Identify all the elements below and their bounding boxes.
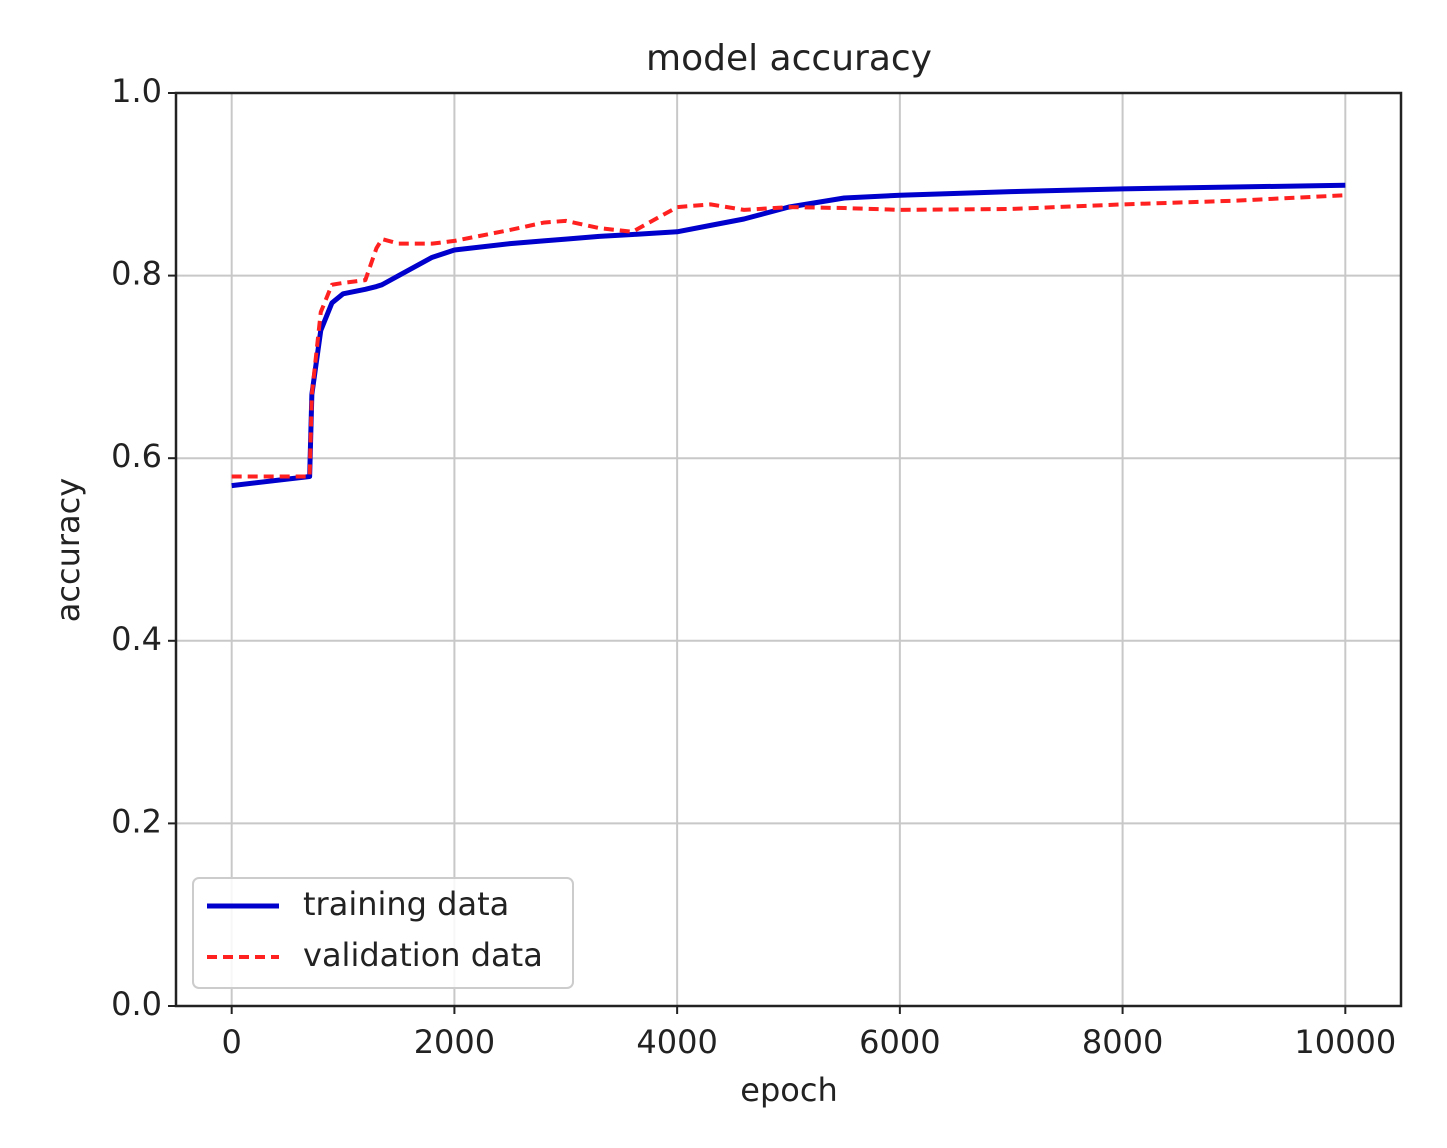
y-tick-label: 0.6 [111, 437, 162, 475]
x-tick-label: 6000 [859, 1023, 940, 1061]
y-tick-label: 0.2 [111, 802, 162, 840]
y-tick-label: 0.4 [111, 620, 162, 658]
x-axis-label: epoch [740, 1071, 837, 1109]
legend-box [192, 877, 574, 989]
x-tick-label: 8000 [1082, 1023, 1163, 1061]
plot-frame [174, 91, 1403, 1008]
data-line [231, 182, 1346, 489]
legend-label: validation data [303, 936, 543, 974]
x-tick-label: 10000 [1294, 1023, 1396, 1061]
chart-title: model accuracy [646, 38, 932, 79]
y-axis-label: accuracy [49, 478, 87, 622]
y-tick-label: 0.8 [111, 255, 162, 293]
y-tick-label: 1.0 [111, 72, 162, 110]
legend-label: training data [303, 885, 509, 923]
data-line [231, 193, 1346, 479]
y-tick-label: 0.0 [111, 985, 162, 1023]
x-tick-label: 2000 [414, 1023, 495, 1061]
x-tick-label: 4000 [636, 1023, 717, 1061]
x-tick-label: 0 [222, 1023, 242, 1061]
